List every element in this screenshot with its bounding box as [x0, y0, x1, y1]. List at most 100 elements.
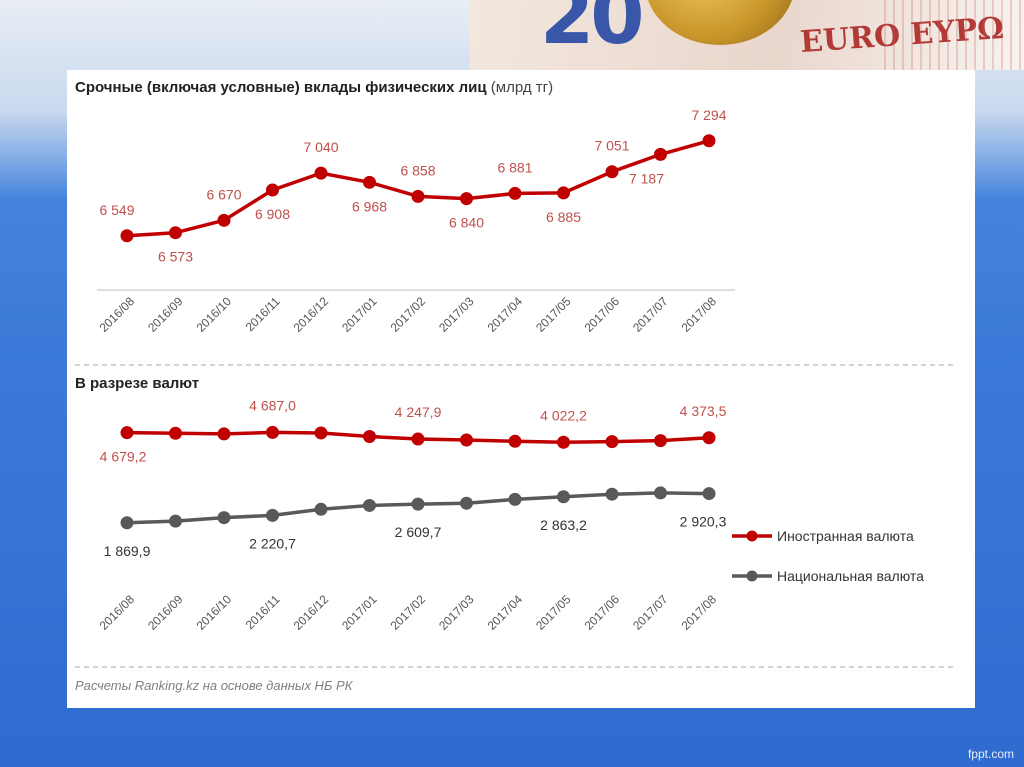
- euro-banknote-image: 20 EURO ΕΥΡΩ: [470, 0, 1024, 70]
- chart-2-tick-label: 2017/04: [485, 592, 526, 633]
- chart-2-point-1: [314, 426, 328, 440]
- chart-1-tick-label: 2017/07: [630, 294, 671, 335]
- chart-2-point-2: [169, 514, 182, 528]
- chart-1-point: [460, 192, 473, 206]
- chart-2-point-1: [169, 426, 182, 440]
- chart-1-data-label: 6 549: [99, 202, 134, 218]
- chart-2-point-1: [654, 434, 667, 448]
- chart-2-point-2: [460, 496, 473, 510]
- chart-1-tick-label: 2017/05: [533, 294, 574, 335]
- chart-1-point: [363, 175, 376, 189]
- chart-1-data-label: 6 885: [546, 209, 581, 225]
- chart-1-data-label: 6 908: [255, 206, 290, 222]
- chart-2-tick-label: 2017/08: [679, 592, 720, 633]
- chart-2-point-2: [508, 492, 522, 506]
- chart-1-point: [557, 186, 570, 200]
- legend-label: Иностранная валюта: [777, 528, 914, 544]
- chart-2-tick-label: 2016/12: [291, 592, 332, 633]
- chart-2-data-label-2: 2 609,7: [395, 524, 442, 540]
- chart-1-tick-label: 2017/01: [339, 294, 380, 335]
- chart-2-point-2: [314, 502, 328, 516]
- chart-2-point-2: [557, 490, 570, 504]
- chart-2-point-2: [411, 497, 425, 511]
- chart-1-point: [702, 134, 716, 148]
- chart-1-data-label: 7 051: [594, 138, 629, 154]
- chart-2-point-2: [120, 516, 134, 530]
- chart-canvas: Срочные (включая условные) вклады физиче…: [75, 79, 955, 693]
- chart-2-data-label-2: 2 220,7: [249, 535, 296, 551]
- chart-2-point-1: [702, 431, 716, 445]
- chart-1-point: [120, 229, 134, 243]
- chart-1-tick-label: 2017/06: [582, 294, 623, 335]
- chart-1-tick-label: 2016/09: [145, 294, 186, 335]
- chart-1-title-unit: (млрд тг): [491, 79, 553, 96]
- chart-1-data-label: 6 858: [400, 162, 435, 178]
- chart-1-point: [169, 226, 182, 240]
- chart-2-point-2: [363, 498, 376, 512]
- brand-label: fppt.com: [967, 747, 1014, 761]
- chart-2-tick-label: 2016/09: [145, 592, 186, 633]
- chart-2-tick-label: 2017/07: [630, 592, 671, 633]
- chart-2-point-1: [460, 433, 473, 447]
- chart-2-data-label-1: 4 022,2: [540, 407, 587, 423]
- chart-1-title: Срочные (включая условные) вклады физиче…: [75, 79, 553, 96]
- chart-2-tick-label: 2017/02: [388, 592, 429, 633]
- chart-1-data-label: 6 670: [206, 186, 241, 202]
- chart-1-point: [605, 165, 619, 179]
- chart-2-point-2: [217, 511, 231, 525]
- chart-1-tick-label: 2016/10: [194, 294, 235, 335]
- chart-1-tick-label: 2017/02: [388, 294, 429, 335]
- chart-1-tick-label: 2017/08: [679, 294, 720, 335]
- chart-1-tick-label: 2016/12: [291, 294, 332, 335]
- chart-2-tick-label: 2017/01: [339, 592, 380, 633]
- chart-1-data-label: 7 040: [303, 139, 338, 155]
- chart-1-data-label: 7 187: [629, 170, 664, 186]
- chart-1-data-label: 6 881: [497, 159, 532, 175]
- chart-2-tick-label: 2016/11: [243, 592, 283, 632]
- chart-1-point: [654, 147, 667, 161]
- chart-2-data-label-1: 4 687,0: [249, 397, 296, 413]
- chart-2-tick-label: 2017/05: [533, 592, 574, 633]
- chart-2-tick-label: 2017/06: [582, 592, 623, 633]
- chart-2-tick-label: 2016/10: [194, 592, 235, 633]
- chart-1-title-text: Срочные (включая условные) вклады физиче…: [75, 79, 491, 96]
- chart-2-point-1: [605, 435, 619, 449]
- legend-swatch-marker: [746, 570, 758, 582]
- chart-1-data-label: 6 968: [352, 198, 387, 214]
- chart-1-point: [411, 189, 425, 203]
- chart-1-tick-label: 2017/04: [485, 294, 526, 335]
- banknote-numeral-picture: 20: [540, 0, 645, 62]
- chart-2-point-2: [702, 487, 716, 501]
- legend-swatch-marker: [746, 530, 758, 542]
- banknote-pattern: [884, 0, 1024, 70]
- chart-1-tick-label: 2017/03: [436, 294, 477, 335]
- chart-2-data-label-1: 4 679,2: [100, 449, 147, 465]
- chart-card: Срочные (включая условные) вклады физиче…: [67, 70, 975, 708]
- chart-2-point-1: [411, 432, 425, 446]
- chart-2-point-2: [654, 486, 667, 500]
- chart-2-point-1: [363, 429, 376, 443]
- chart-1-point: [508, 186, 522, 200]
- chart-2-data-label-2: 1 869,9: [104, 543, 151, 559]
- coin-image: [645, 0, 795, 45]
- chart-2-point-2: [266, 508, 279, 522]
- chart-2-data-label-2: 2 920,3: [680, 514, 727, 530]
- chart-2-point-1: [508, 434, 522, 448]
- chart-2-point-1: [120, 426, 134, 440]
- chart-1-point: [266, 183, 279, 197]
- chart-2-point-1: [557, 435, 570, 449]
- chart-1-data-label: 7 294: [691, 107, 726, 123]
- chart-2-point-2: [605, 487, 619, 501]
- chart-1-data-label: 6 573: [158, 249, 193, 265]
- chart-1-tick-label: 2016/11: [243, 294, 283, 334]
- chart-2-point-1: [266, 425, 279, 439]
- source-note: Расчеты Ranking.kz на основе данных НБ Р…: [75, 678, 354, 693]
- chart-2-point-1: [217, 427, 231, 441]
- chart-2-tick-label: 2017/03: [436, 592, 477, 633]
- chart-2-data-label-1: 4 247,9: [395, 404, 442, 420]
- chart-2-data-label-2: 2 863,2: [540, 517, 587, 533]
- chart-2-title: В разрезе валют: [75, 375, 199, 392]
- chart-2-data-label-1: 4 373,5: [680, 403, 727, 419]
- chart-1-tick-label: 2016/08: [97, 294, 138, 335]
- chart-2-tick-label: 2016/08: [97, 592, 138, 633]
